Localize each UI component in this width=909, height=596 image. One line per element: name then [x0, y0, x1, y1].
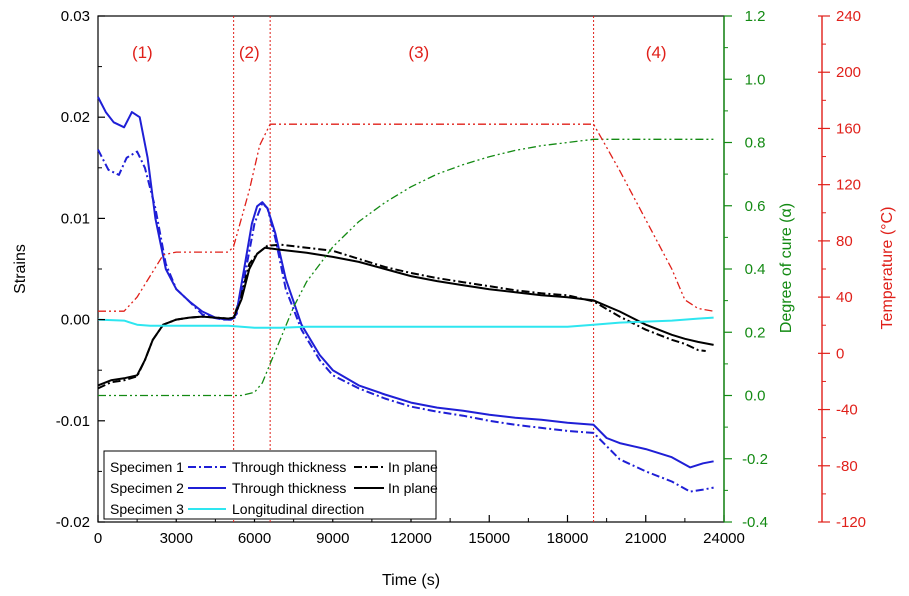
legend-entry-label: Through thickness: [232, 459, 346, 475]
series-line: [97, 316, 714, 329]
y-right2-tick-label: 120: [836, 177, 861, 194]
y-left-tick-label: 0.00: [61, 312, 90, 329]
y-right2-tick-label: 240: [836, 8, 861, 25]
y-right2-tick-label: 160: [836, 120, 861, 137]
phase-label: (3): [408, 43, 429, 62]
y-left-axis-label: Strains: [12, 244, 29, 294]
y-right2-tick-label: -120: [836, 514, 866, 531]
x-tick-label: 0: [94, 530, 102, 547]
y-right1-axis-label: Degree of cure (α): [778, 203, 795, 333]
y-right2-tick-label: -80: [836, 458, 858, 475]
legend-entry-label: Through thickness: [232, 480, 346, 496]
legend-entry-label: Longitudinal direction: [232, 501, 364, 517]
phase-label: (2): [239, 43, 260, 62]
legend-entry-label: In plane: [388, 459, 438, 475]
phase-label: (4): [646, 43, 667, 62]
y-right1-tick-label: 0.8: [745, 135, 766, 152]
x-tick-label: 18000: [547, 530, 589, 547]
legend-entry-label: In plane: [388, 480, 438, 496]
y-right2-tick-label: 80: [836, 233, 853, 250]
series-line: [98, 123, 714, 312]
axes-layer: 0 3000 6000 9000 12000 15000 18000 21000 24000-0…: [56, 8, 866, 547]
x-tick-label: 9000: [316, 530, 349, 547]
x-tick-label: 6000: [238, 530, 271, 547]
y-right1-tick-label: 1.0: [745, 71, 766, 88]
y-right2-tick-label: 0: [836, 345, 844, 362]
series-line: [97, 96, 714, 469]
y-right2-tick-label: 40: [836, 289, 853, 306]
y-left-tick-label: 0.02: [61, 109, 90, 126]
legend-specimen-label: Specimen 3: [110, 501, 184, 517]
y-right1-tick-label: 0.0: [745, 388, 766, 405]
y-right2-tick-label: -40: [836, 402, 858, 419]
x-tick-label: 12000: [390, 530, 432, 547]
legend: Specimen 1 Through thickness In plane Speci…: [103, 450, 438, 520]
legend-specimen-label: Specimen 1: [110, 459, 184, 475]
phase-boundary-lines: [233, 16, 595, 522]
y-right2-tick-label: 200: [836, 64, 861, 81]
y-left-tick-label: -0.02: [56, 514, 90, 531]
y-right1-tick-label: -0.2: [742, 451, 768, 468]
series-line: [97, 246, 714, 387]
phase-label: (1): [132, 43, 153, 62]
x-tick-label: 21000: [625, 530, 667, 547]
x-axis-label: Time (s): [382, 572, 440, 589]
x-tick-label: 3000: [160, 530, 193, 547]
series-line: [98, 138, 714, 397]
plot-area: [97, 15, 725, 523]
y-right1-tick-label: 0.4: [745, 261, 766, 278]
y-left-tick-label: 0.01: [61, 210, 90, 227]
x-tick-label: 15000: [468, 530, 510, 547]
y-right2-axis-label: Temperature (°C): [879, 207, 896, 330]
y-right1-tick-label: 0.6: [745, 198, 766, 215]
y-left-tick-label: 0.03: [61, 8, 90, 25]
legend-specimen-label: Specimen 2: [110, 480, 184, 496]
y-left-tick-label: -0.01: [56, 413, 90, 430]
series-line: [97, 149, 714, 493]
y-right1-tick-label: 0.2: [745, 324, 766, 341]
y-right1-tick-label: 1.2: [745, 8, 766, 25]
legend-box: [103, 450, 437, 520]
y-right1-tick-label: -0.4: [742, 514, 768, 531]
x-tick-label: 24000: [703, 530, 745, 547]
series-layer: [97, 96, 714, 493]
labels-layer: (1) (2) (3) (4) Time (s) Strains Degree of cur…: [12, 43, 896, 589]
